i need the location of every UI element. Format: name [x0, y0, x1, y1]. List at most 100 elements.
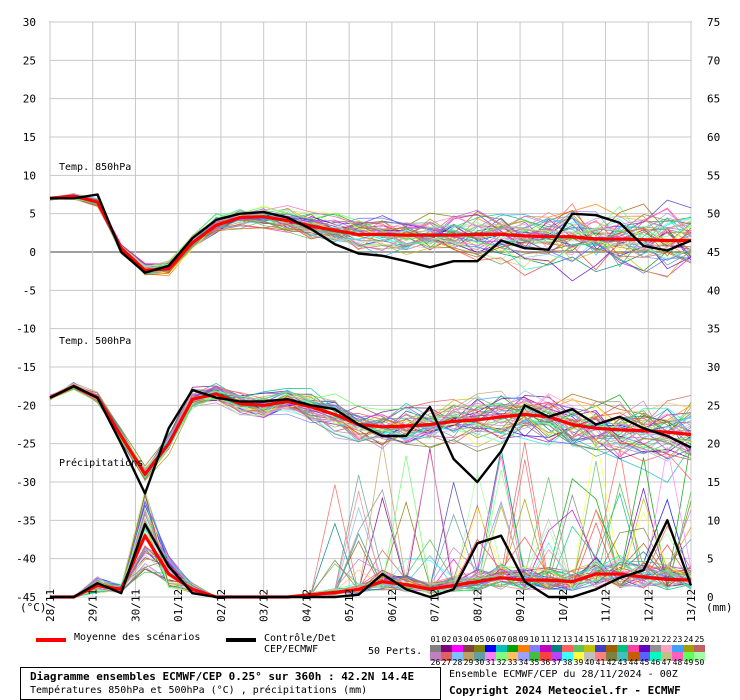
pert-number: 06: [485, 635, 496, 644]
pert-number: 19: [628, 635, 639, 644]
x-tick-label: 05/12: [343, 589, 356, 622]
grid-lines: [49, 21, 692, 598]
right-tick-label: 15: [707, 476, 720, 489]
pert-swatch: [606, 645, 617, 654]
pert-swatch: [540, 645, 551, 654]
pert-number: 14: [573, 635, 584, 644]
left-tick-label: 20: [23, 93, 36, 106]
main-series-lines: [49, 193, 693, 599]
pert-swatch: [452, 652, 463, 661]
x-tick-label: 01/12: [172, 589, 185, 622]
pert-number: 40: [584, 658, 595, 667]
legend-control-label-1: Contrôle/Det: [264, 633, 337, 644]
x-tick-label: 07/12: [429, 589, 442, 622]
pert-number: 34: [518, 658, 529, 667]
pert-number: 17: [606, 635, 617, 644]
pert-swatch: [628, 645, 639, 654]
pert-number: 10: [529, 635, 540, 644]
pert-swatch: [507, 645, 518, 654]
pert-swatch: [507, 652, 518, 661]
pert-swatch: [474, 645, 485, 654]
right-tick-label: 20: [707, 438, 720, 451]
left-tick-label: 15: [23, 131, 36, 144]
left-axis-ticks: 30 25 20 15 10 5 0 -5 -10 -15 -20 -25 -30 -35 -40 -45: [16, 16, 36, 604]
left-tick-label: -30: [16, 476, 36, 489]
left-tick-label: -5: [23, 284, 36, 297]
pert-swatch: [595, 645, 606, 654]
pert-number: 35: [529, 658, 540, 667]
pert-swatch: [496, 645, 507, 654]
pert-swatch: [650, 652, 661, 661]
plot-area: [49, 21, 692, 598]
right-tick-label: 65: [707, 93, 720, 106]
right-tick-label: 0: [707, 591, 714, 604]
left-tick-label: -45: [16, 591, 36, 604]
left-tick-label: 10: [23, 169, 36, 182]
pert-swatch: [573, 645, 584, 654]
pert-number: 24: [683, 635, 694, 644]
left-tick-label: 30: [23, 16, 36, 29]
pert-number: 47: [661, 658, 672, 667]
x-tick-label: 28/11: [44, 589, 57, 622]
x-axis-ticks: 28/11 29/11 30/11 01/12 02/12 03/12 04/12 05/12…: [44, 589, 698, 622]
right-tick-label: 35: [707, 323, 720, 336]
pert-number: 11: [540, 635, 551, 644]
pert-swatch: [463, 645, 474, 654]
perturbation-color-key: 01 26 02 27 03 28 04 29 05 30 06 31 07 32 08 33 09 34 10 35…: [430, 635, 705, 667]
member-line: [50, 442, 692, 598]
pert-number: 48: [672, 658, 683, 667]
x-tick-label: 02/12: [215, 589, 228, 622]
pert-swatch: [529, 652, 540, 661]
left-tick-label: -15: [16, 361, 36, 374]
pert-swatch: [518, 652, 529, 661]
pert-swatch: [595, 652, 606, 661]
pert-number: 32: [496, 658, 507, 667]
left-tick-label: -40: [16, 553, 36, 566]
pert-swatch: [452, 645, 463, 654]
pert-swatch: [683, 652, 694, 661]
pert-swatch: [617, 652, 628, 661]
pert-number: 25: [694, 635, 705, 644]
pert-swatch: [584, 645, 595, 654]
left-tick-label: 5: [29, 208, 36, 221]
right-tick-label: 25: [707, 399, 720, 412]
pert-swatch: [694, 645, 705, 654]
pert-number: 50: [694, 658, 705, 667]
left-axis-unit: (°C): [20, 601, 47, 614]
pert-swatch: [485, 652, 496, 661]
pert-number: 05: [474, 635, 485, 644]
pert-number: 27: [441, 658, 452, 667]
x-tick-label: 30/11: [129, 589, 142, 622]
pert-swatch: [639, 652, 650, 661]
legend-control-swatch: [226, 638, 256, 642]
panel-label-precip: Précipitations: [59, 457, 143, 469]
legend-perts-label: 50 Perts.: [368, 646, 423, 657]
x-tick-label: 06/12: [386, 589, 399, 622]
right-tick-label: 45: [707, 246, 720, 259]
pert-swatch: [441, 645, 452, 654]
pert-number: 43: [617, 658, 628, 667]
pert-swatch: [683, 645, 694, 654]
member-line: [49, 196, 692, 267]
left-tick-label: 25: [23, 54, 36, 67]
right-tick-label: 75: [707, 16, 720, 29]
pert-swatch: [430, 652, 441, 661]
pert-number: 01: [430, 635, 441, 644]
x-tick-label: 08/12: [471, 589, 484, 622]
pert-swatch: [430, 645, 441, 654]
pert-swatch: [551, 652, 562, 661]
pert-number: 49: [683, 658, 694, 667]
control-t850-line: [50, 193, 692, 274]
x-tick-label: 10/12: [557, 589, 570, 622]
pert-swatch: [617, 645, 628, 654]
x-tick-label: 03/12: [258, 589, 271, 622]
pert-swatch: [474, 652, 485, 661]
member-line: [49, 195, 692, 268]
pert-swatch: [672, 645, 683, 654]
pert-swatch: [485, 645, 496, 654]
x-tick-label: 09/12: [514, 589, 527, 622]
right-tick-label: 10: [707, 514, 720, 527]
x-tick-label: 13/12: [685, 589, 698, 622]
pert-number: 04: [463, 635, 474, 644]
pert-swatch: [518, 645, 529, 654]
